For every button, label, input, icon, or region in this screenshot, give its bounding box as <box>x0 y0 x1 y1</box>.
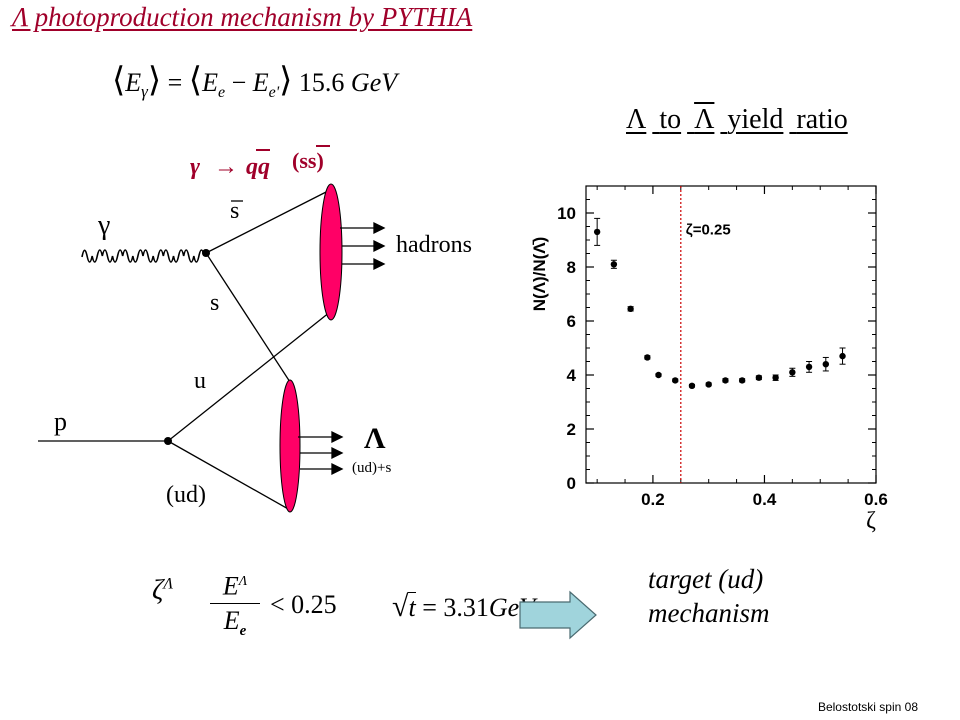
photon-line <box>81 249 205 263</box>
data-point <box>627 305 634 313</box>
photon-vertex <box>202 249 210 257</box>
sqrt-sign: √ <box>392 590 409 623</box>
photon-label: γ <box>97 210 110 241</box>
process-gamma: γ <box>190 154 200 180</box>
x-tick-label: 0.4 <box>753 490 777 509</box>
y-axis-label: N(Λ)/N(Λ̄) <box>530 237 549 312</box>
hadronization-ellipse-bottom <box>279 379 301 513</box>
cut-label: ζ=0.25 <box>686 222 731 239</box>
data-point <box>672 377 679 384</box>
y-tick-label: 4 <box>567 366 577 385</box>
x-axis-label: ζ <box>866 508 876 534</box>
u-line <box>167 311 331 442</box>
process-arrow: → <box>214 154 238 180</box>
cut-equation: ζΛ <box>152 575 173 607</box>
slide-title: Λ photoproduction mechanism by PYTHIA <box>12 2 473 32</box>
cut-fraction: EΛ Ee <box>210 568 260 648</box>
cut-numerator: E <box>222 571 239 601</box>
data-point <box>688 382 696 389</box>
eq-unit: GeV <box>344 68 398 97</box>
eq-bracket: ⟨ <box>188 62 203 99</box>
eq-symbol: E <box>125 68 142 97</box>
ud-line <box>167 440 291 511</box>
hadronization-ellipse-top <box>319 183 343 321</box>
x-tick-label: 0.6 <box>864 490 888 509</box>
plot-frame <box>585 185 877 484</box>
data-point <box>738 377 746 384</box>
t-value: = 3.31 <box>415 593 489 622</box>
y-tick-label: 10 <box>557 204 576 223</box>
data-point <box>705 381 712 388</box>
result-arrow-icon <box>519 590 597 640</box>
cut-zeta: ζ <box>152 575 164 606</box>
lambda-arrows <box>298 430 344 476</box>
s-line <box>205 252 291 383</box>
eq-minus: − <box>225 68 253 97</box>
hadrons-label: hadrons <box>396 232 472 258</box>
y-tick-label: 8 <box>567 258 576 277</box>
ratio-heading-word: yield <box>727 104 784 135</box>
y-tick-label: 6 <box>567 312 576 331</box>
ud-label: (ud) <box>166 482 206 508</box>
y-tick-label: 2 <box>567 420 576 439</box>
cut-numerator-sup: Λ <box>238 574 248 589</box>
t-equation: √t = 3.31GeV <box>392 590 535 624</box>
data-points <box>593 217 846 389</box>
sbar-line <box>205 189 331 254</box>
cut-inequality: < 0.25 <box>270 590 337 620</box>
ratio-heading-word: to <box>659 104 682 135</box>
y-tick-label: 0 <box>567 474 576 493</box>
footer-text: Belostotski spin 08 <box>817 700 918 714</box>
eq-subscript: e <box>217 84 226 102</box>
cut-marker: ζ=0.25 <box>680 186 731 483</box>
photoproduction-diagram: γ → qq (ss) γ s s u p (ud) hadrons Λ (ud… <box>38 145 472 513</box>
data-point <box>789 369 796 376</box>
t-symbol: t <box>408 592 416 622</box>
eq-bracket: ⟨ <box>112 62 126 99</box>
lambda-label: Λ <box>364 422 386 455</box>
data-point <box>610 261 618 268</box>
lambda-content-label: (ud)+s <box>352 460 391 476</box>
data-point <box>822 361 830 368</box>
process-qq: qq <box>246 154 270 180</box>
ratio-heading: Λ to Λ yield ratio <box>626 104 854 136</box>
ratio-heading-word: Λ <box>694 104 715 135</box>
sbar-label: s <box>230 198 239 224</box>
energy-equation: ⟨Eγ⟩ = ⟨Ee − Ee'⟩ 15.6 GeV <box>112 60 397 102</box>
eq-symbol: E <box>252 68 269 97</box>
plot-ticks: 0 2 4 6 8 10 0.2 0.4 0.6 <box>557 186 888 509</box>
conclusion-line: target (ud) <box>648 564 764 594</box>
data-point <box>839 352 846 360</box>
eq-bracket: ⟩ <box>147 62 162 99</box>
eq-subscript: γ <box>141 82 148 102</box>
data-point <box>805 363 813 371</box>
proton-label: p <box>54 407 67 436</box>
ratio-heading-word: Λ <box>626 104 647 135</box>
data-point <box>593 228 601 236</box>
hadron-arrows <box>340 221 386 271</box>
ratio-heading-word: ratio <box>796 104 848 135</box>
u-label: u <box>194 368 206 394</box>
eq-symbol: E <box>202 68 218 97</box>
data-point <box>644 354 651 361</box>
s-label: s <box>210 290 219 316</box>
eq-equals: = <box>161 68 189 97</box>
eq-bracket: ⟩ <box>279 62 293 99</box>
process-ss: (ss) <box>292 148 324 173</box>
cut-lt: < 0.25 <box>270 590 337 619</box>
cut-denominator-sub: e <box>239 622 247 639</box>
eq-subscript: e' <box>268 84 280 102</box>
eq-value: 15.6 <box>292 68 345 97</box>
conclusion-line: mechanism <box>648 598 770 628</box>
data-point <box>772 374 779 381</box>
yield-ratio-plot: 0 2 4 6 8 10 0.2 0.4 0.6 ζ=0.25 N(Λ)/N(Λ̄) ζ <box>530 185 888 534</box>
proton-vertex <box>164 437 172 445</box>
data-point <box>722 377 729 384</box>
conclusion-text: target (ud) mechanism <box>648 562 769 630</box>
data-point <box>655 371 662 379</box>
cut-zeta-sup: Λ <box>163 575 174 593</box>
x-tick-label: 0.2 <box>641 490 665 509</box>
data-point <box>755 374 763 381</box>
cut-denominator: E <box>223 605 240 635</box>
